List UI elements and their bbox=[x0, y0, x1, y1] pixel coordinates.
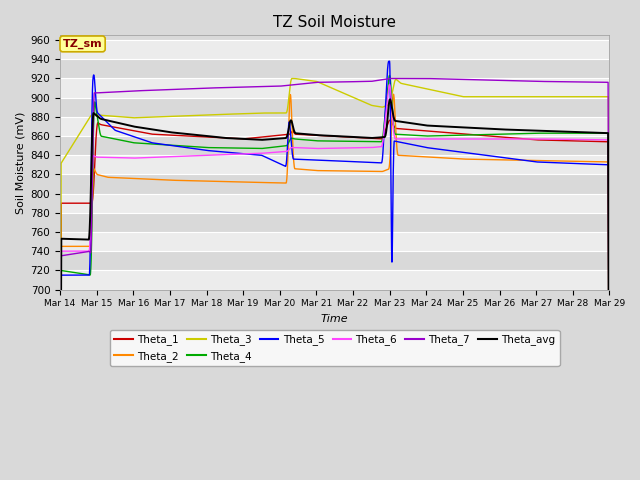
Theta_4 bbox=[291, 136, 298, 142]
Line: Theta_2: Theta_2 bbox=[60, 94, 609, 480]
Theta_7 bbox=[536, 79, 543, 84]
Theta_6 bbox=[119, 155, 127, 161]
Theta_3 bbox=[536, 94, 543, 100]
Theta_1 bbox=[595, 139, 603, 144]
Theta_7 bbox=[119, 89, 127, 95]
Bar bbox=[60, 155, 609, 174]
Theta_4 bbox=[536, 130, 543, 136]
Bar bbox=[60, 232, 609, 251]
Theta_2 bbox=[390, 91, 397, 97]
Theta_7 bbox=[291, 82, 298, 87]
Theta_6 bbox=[291, 144, 298, 150]
Theta_avg bbox=[152, 127, 159, 133]
Theta_1 bbox=[291, 131, 298, 136]
Theta_7 bbox=[152, 87, 159, 93]
Bar bbox=[60, 270, 609, 289]
Theta_avg bbox=[291, 129, 298, 135]
Bar bbox=[60, 174, 609, 193]
Bar bbox=[60, 117, 609, 136]
Theta_4 bbox=[267, 144, 275, 150]
Theta_3 bbox=[152, 114, 159, 120]
X-axis label: Time: Time bbox=[321, 314, 349, 324]
Theta_5 bbox=[536, 159, 543, 165]
Theta_1 bbox=[119, 126, 127, 132]
Bar bbox=[60, 79, 609, 98]
Theta_2 bbox=[291, 165, 298, 171]
Theta_5 bbox=[119, 130, 127, 136]
Theta_5 bbox=[152, 140, 159, 146]
Bar bbox=[60, 251, 609, 270]
Theta_7 bbox=[267, 84, 275, 89]
Title: TZ Soil Moisture: TZ Soil Moisture bbox=[273, 15, 396, 30]
Line: Theta_6: Theta_6 bbox=[60, 84, 609, 480]
Theta_6 bbox=[605, 479, 613, 480]
Theta_5 bbox=[385, 59, 393, 64]
Line: Theta_avg: Theta_avg bbox=[60, 99, 609, 480]
Text: TZ_sm: TZ_sm bbox=[63, 39, 102, 49]
Theta_1 bbox=[267, 133, 275, 139]
Theta_2 bbox=[536, 158, 543, 164]
Bar bbox=[60, 213, 609, 232]
Theta_2 bbox=[595, 159, 603, 165]
Theta_avg bbox=[387, 96, 394, 102]
Theta_6 bbox=[267, 150, 275, 156]
Legend: Theta_1, Theta_2, Theta_3, Theta_4, Theta_5, Theta_6, Theta_7, Theta_avg: Theta_1, Theta_2, Theta_3, Theta_4, Thet… bbox=[110, 330, 559, 366]
Bar bbox=[60, 40, 609, 60]
Y-axis label: Soil Moisture (mV): Soil Moisture (mV) bbox=[15, 111, 25, 214]
Line: Theta_5: Theta_5 bbox=[60, 61, 609, 480]
Theta_3 bbox=[595, 94, 603, 100]
Theta_4 bbox=[595, 130, 603, 136]
Theta_3 bbox=[267, 110, 275, 116]
Bar bbox=[60, 136, 609, 155]
Theta_7 bbox=[387, 76, 395, 82]
Theta_4 bbox=[605, 475, 613, 480]
Theta_4 bbox=[152, 141, 159, 147]
Theta_1 bbox=[152, 132, 159, 137]
Theta_2 bbox=[267, 180, 275, 186]
Line: Theta_7: Theta_7 bbox=[60, 79, 609, 480]
Theta_6 bbox=[595, 137, 603, 143]
Theta_3 bbox=[288, 76, 296, 82]
Bar bbox=[60, 60, 609, 79]
Theta_1 bbox=[386, 118, 394, 123]
Theta_5 bbox=[595, 162, 603, 168]
Theta_1 bbox=[536, 137, 543, 143]
Theta_7 bbox=[595, 79, 603, 85]
Theta_4 bbox=[119, 138, 127, 144]
Line: Theta_4: Theta_4 bbox=[60, 75, 609, 480]
Bar bbox=[60, 98, 609, 117]
Theta_avg bbox=[595, 130, 603, 136]
Line: Theta_3: Theta_3 bbox=[60, 79, 609, 480]
Theta_6 bbox=[152, 155, 159, 160]
Theta_3 bbox=[605, 454, 613, 460]
Line: Theta_1: Theta_1 bbox=[60, 120, 609, 480]
Bar bbox=[60, 193, 609, 213]
Theta_avg bbox=[267, 136, 275, 142]
Theta_6 bbox=[536, 136, 543, 142]
Theta_4 bbox=[386, 72, 394, 78]
Theta_2 bbox=[119, 175, 127, 181]
Theta_2 bbox=[152, 177, 159, 182]
Theta_5 bbox=[267, 156, 275, 162]
Theta_avg bbox=[536, 128, 543, 133]
Theta_avg bbox=[119, 121, 127, 127]
Theta_3 bbox=[291, 76, 298, 82]
Theta_5 bbox=[291, 156, 298, 162]
Theta_6 bbox=[386, 82, 394, 87]
Theta_3 bbox=[119, 114, 127, 120]
